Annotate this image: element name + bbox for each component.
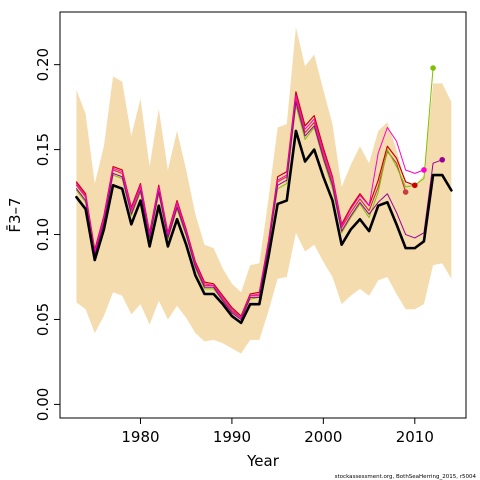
series-line-retro_1 bbox=[75, 91, 416, 317]
x-axis-title: Year bbox=[246, 452, 280, 470]
y-tick-label: 0.20 bbox=[34, 48, 52, 81]
x-tick-label: 2000 bbox=[304, 428, 342, 446]
series-layer bbox=[75, 67, 453, 325]
x-tick-label: 1990 bbox=[213, 428, 251, 446]
y-axis: 0.00 0.05 0.10 0.15 0.20 bbox=[34, 48, 60, 421]
x-axis: 1980 1990 2000 2010 bbox=[121, 418, 434, 446]
series-line-main bbox=[75, 129, 453, 325]
confidence-band-layer bbox=[76, 27, 452, 354]
series-end-point-retro_2 bbox=[402, 189, 409, 195]
y-tick-label: 0.15 bbox=[34, 133, 52, 166]
x-tick-label: 2010 bbox=[396, 428, 434, 446]
series-end-point-retro_4 bbox=[421, 167, 427, 173]
x-tick-label: 1980 bbox=[121, 428, 159, 446]
y-tick-label: 0.10 bbox=[34, 218, 52, 251]
series-line-retro_3 bbox=[75, 67, 434, 320]
confidence-band bbox=[76, 27, 452, 354]
plot-frame bbox=[59, 11, 467, 419]
y-tick-label: 0.05 bbox=[34, 303, 52, 336]
series-line-retro_4 bbox=[75, 94, 425, 319]
series-end-point-retro_1 bbox=[411, 182, 418, 189]
end-point-layer bbox=[402, 65, 446, 195]
series-end-point-retro_3 bbox=[430, 65, 436, 71]
series-end-point-retro_5 bbox=[439, 156, 446, 163]
y-axis-title: F̄3–7 bbox=[5, 197, 24, 232]
credit-text: stockassessment.org, BothSeaHerring_2015… bbox=[335, 474, 477, 480]
y-tick-label: 0.00 bbox=[34, 388, 52, 421]
